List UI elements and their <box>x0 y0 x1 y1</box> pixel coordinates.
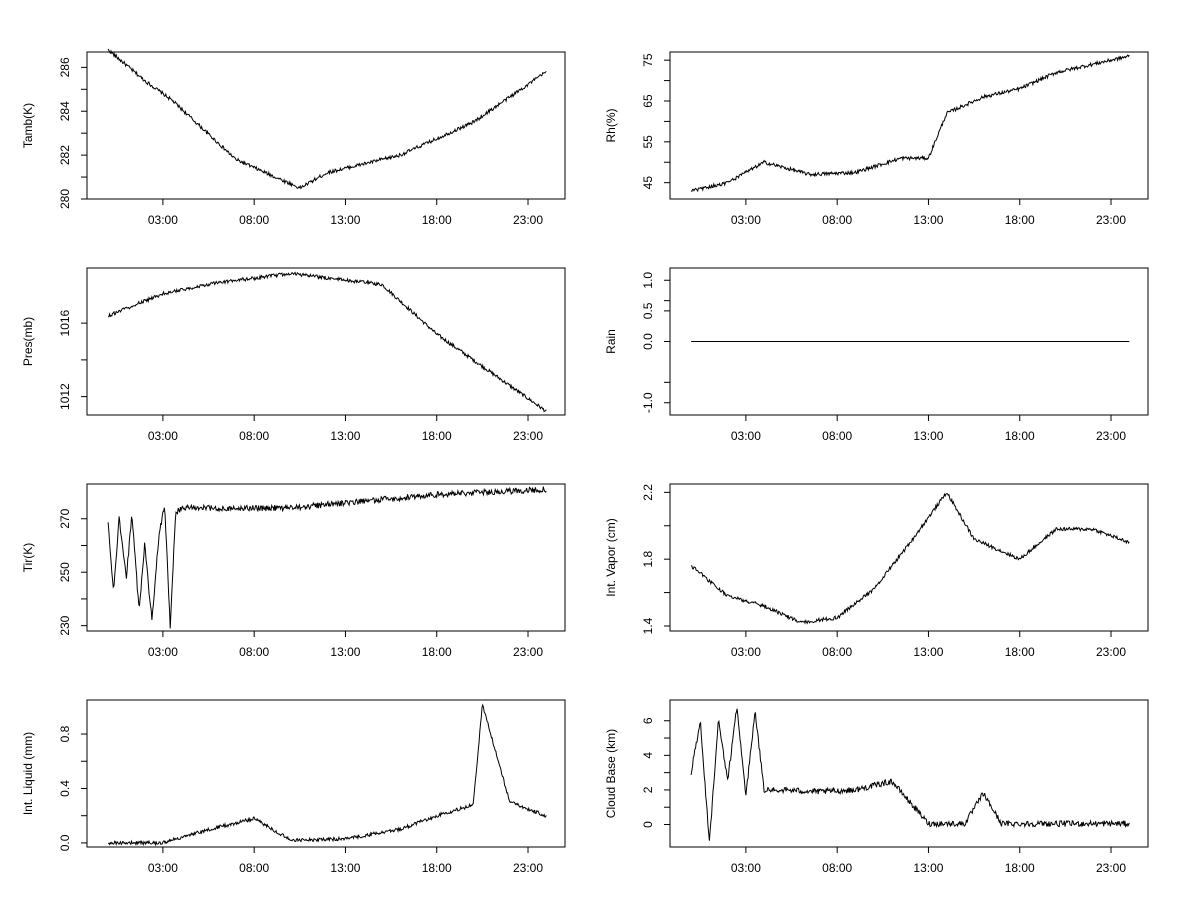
x-tick-label: 23:00 <box>1096 429 1126 443</box>
x-tick-label: 08:00 <box>822 645 852 659</box>
x-tick-label: 23:00 <box>513 861 543 875</box>
series-line <box>690 492 1130 625</box>
x-tick-label: 13:00 <box>913 213 943 227</box>
y-axis-label: Int. Liquid (mm) <box>21 732 35 815</box>
y-axis-label: Rh(%) <box>604 108 618 142</box>
y-tick-label: 75 <box>641 53 655 67</box>
y-tick-label: 230 <box>58 615 72 635</box>
y-tick-label: 0.0 <box>641 333 655 350</box>
x-tick-label: 08:00 <box>239 645 269 659</box>
y-tick-label: 2 <box>641 786 655 793</box>
x-tick-label: 03:00 <box>148 645 178 659</box>
y-tick-label: 280 <box>58 189 72 209</box>
chart-panel-6: 03:00 08:00 13:00 18:00 23:00 1.4 1.8 2.2 Int. V… <box>604 483 1149 659</box>
y-axis-label: Int. Vapor (cm) <box>604 518 618 596</box>
x-tick-label: 23:00 <box>1096 645 1126 659</box>
y-axis-label: Rain <box>604 329 618 354</box>
x-tick-label: 13:00 <box>913 645 943 659</box>
y-tick-label: 282 <box>58 145 72 165</box>
x-tick-label: 13:00 <box>913 861 943 875</box>
y-tick-label: 0.5 <box>641 302 655 319</box>
x-tick-label: 18:00 <box>1005 429 1035 443</box>
chart-panel-2: 03:00 08:00 13:00 18:00 23:00 45 55 65 75 Rh(%) <box>604 51 1149 227</box>
x-tick-label: 03:00 <box>148 429 178 443</box>
x-tick-label: 23:00 <box>1096 213 1126 227</box>
plot-frame <box>86 483 566 632</box>
y-tick-label: 55 <box>641 135 655 149</box>
plot-frame <box>669 699 1149 848</box>
y-tick-label: 1.8 <box>641 551 655 568</box>
x-tick-label: 18:00 <box>422 429 452 443</box>
y-tick-label: 2.2 <box>641 484 655 501</box>
series-line <box>108 703 547 847</box>
x-tick-label: 03:00 <box>731 861 761 875</box>
chart-panel-7: 03:00 08:00 13:00 18:00 23:00 0.0 0.4 0.8 Int. L… <box>21 699 566 875</box>
y-axis-label: Tamb(K) <box>21 103 35 148</box>
y-tick-label: 4 <box>641 752 655 759</box>
y-tick-label: 286 <box>58 57 72 77</box>
plot-frame <box>86 267 566 416</box>
x-tick-label: 03:00 <box>731 429 761 443</box>
x-tick-label: 18:00 <box>422 645 452 659</box>
y-tick-label: 65 <box>641 94 655 108</box>
y-tick-label: 1.4 <box>641 617 655 634</box>
y-tick-label: 250 <box>58 562 72 582</box>
plot-frame <box>86 699 566 848</box>
x-tick-label: 08:00 <box>822 861 852 875</box>
y-axis-label: Tir(K) <box>21 543 35 573</box>
chart-panel-8: 03:00 08:00 13:00 18:00 23:00 0 2 4 6 Cloud Base … <box>604 699 1149 875</box>
x-tick-label: 13:00 <box>330 645 360 659</box>
series-line <box>690 54 1130 193</box>
y-tick-label: 284 <box>58 101 72 121</box>
x-tick-label: 18:00 <box>1005 645 1035 659</box>
plot-frame <box>86 51 566 200</box>
x-tick-label: 03:00 <box>148 861 178 875</box>
x-tick-label: 13:00 <box>913 429 943 443</box>
y-tick-label: 1.0 <box>641 272 655 289</box>
x-tick-label: 03:00 <box>148 213 178 227</box>
series-line <box>107 48 547 190</box>
chart-panel-5: 03:00 08:00 13:00 18:00 23:00 230 250 270 Tir(K) <box>21 483 566 659</box>
x-tick-label: 23:00 <box>513 429 543 443</box>
y-tick-label: 0.4 <box>58 780 72 797</box>
y-tick-label: 0.0 <box>58 834 72 851</box>
x-tick-label: 18:00 <box>1005 213 1035 227</box>
x-tick-label: 08:00 <box>822 429 852 443</box>
x-tick-label: 03:00 <box>731 213 761 227</box>
x-tick-label: 08:00 <box>239 213 269 227</box>
x-tick-label: 18:00 <box>422 213 452 227</box>
x-tick-label: 08:00 <box>239 861 269 875</box>
y-tick-label: 1016 <box>58 309 72 336</box>
series-line <box>690 708 1130 841</box>
plot-frame <box>669 51 1149 200</box>
y-tick-label: 45 <box>641 176 655 190</box>
y-tick-label: 0.8 <box>58 725 72 742</box>
y-tick-label: 1012 <box>58 383 72 410</box>
y-axis-label: Cloud Base (km) <box>604 729 618 818</box>
chart-panel-3: 03:00 08:00 13:00 18:00 23:00 1012 1016 Pres(mb… <box>21 267 566 443</box>
x-tick-label: 13:00 <box>330 429 360 443</box>
x-tick-label: 23:00 <box>513 645 543 659</box>
plot-frame <box>669 483 1149 632</box>
x-tick-label: 08:00 <box>239 429 269 443</box>
x-tick-label: 13:00 <box>330 213 360 227</box>
x-tick-label: 23:00 <box>1096 861 1126 875</box>
x-tick-label: 03:00 <box>731 645 761 659</box>
y-tick-label: 6 <box>641 717 655 724</box>
y-axis-label: Pres(mb) <box>21 317 35 366</box>
y-tick-label: 0 <box>641 821 655 828</box>
chart-panel-1: 03:00 08:00 13:00 18:00 23:00 280 282 284 286 Tam… <box>21 48 566 227</box>
series-line <box>107 486 547 629</box>
x-tick-label: 08:00 <box>822 213 852 227</box>
x-tick-label: 18:00 <box>422 861 452 875</box>
series-line <box>107 271 547 413</box>
x-tick-label: 13:00 <box>330 861 360 875</box>
x-tick-label: 18:00 <box>1005 861 1035 875</box>
x-tick-label: 23:00 <box>513 213 543 227</box>
y-tick-label: -1.0 <box>641 392 655 413</box>
y-tick-label: 270 <box>58 508 72 528</box>
chart-panel-4: 03:00 08:00 13:00 18:00 23:00 -1.0 0.0 0.5 1.0 Ra… <box>604 267 1149 443</box>
